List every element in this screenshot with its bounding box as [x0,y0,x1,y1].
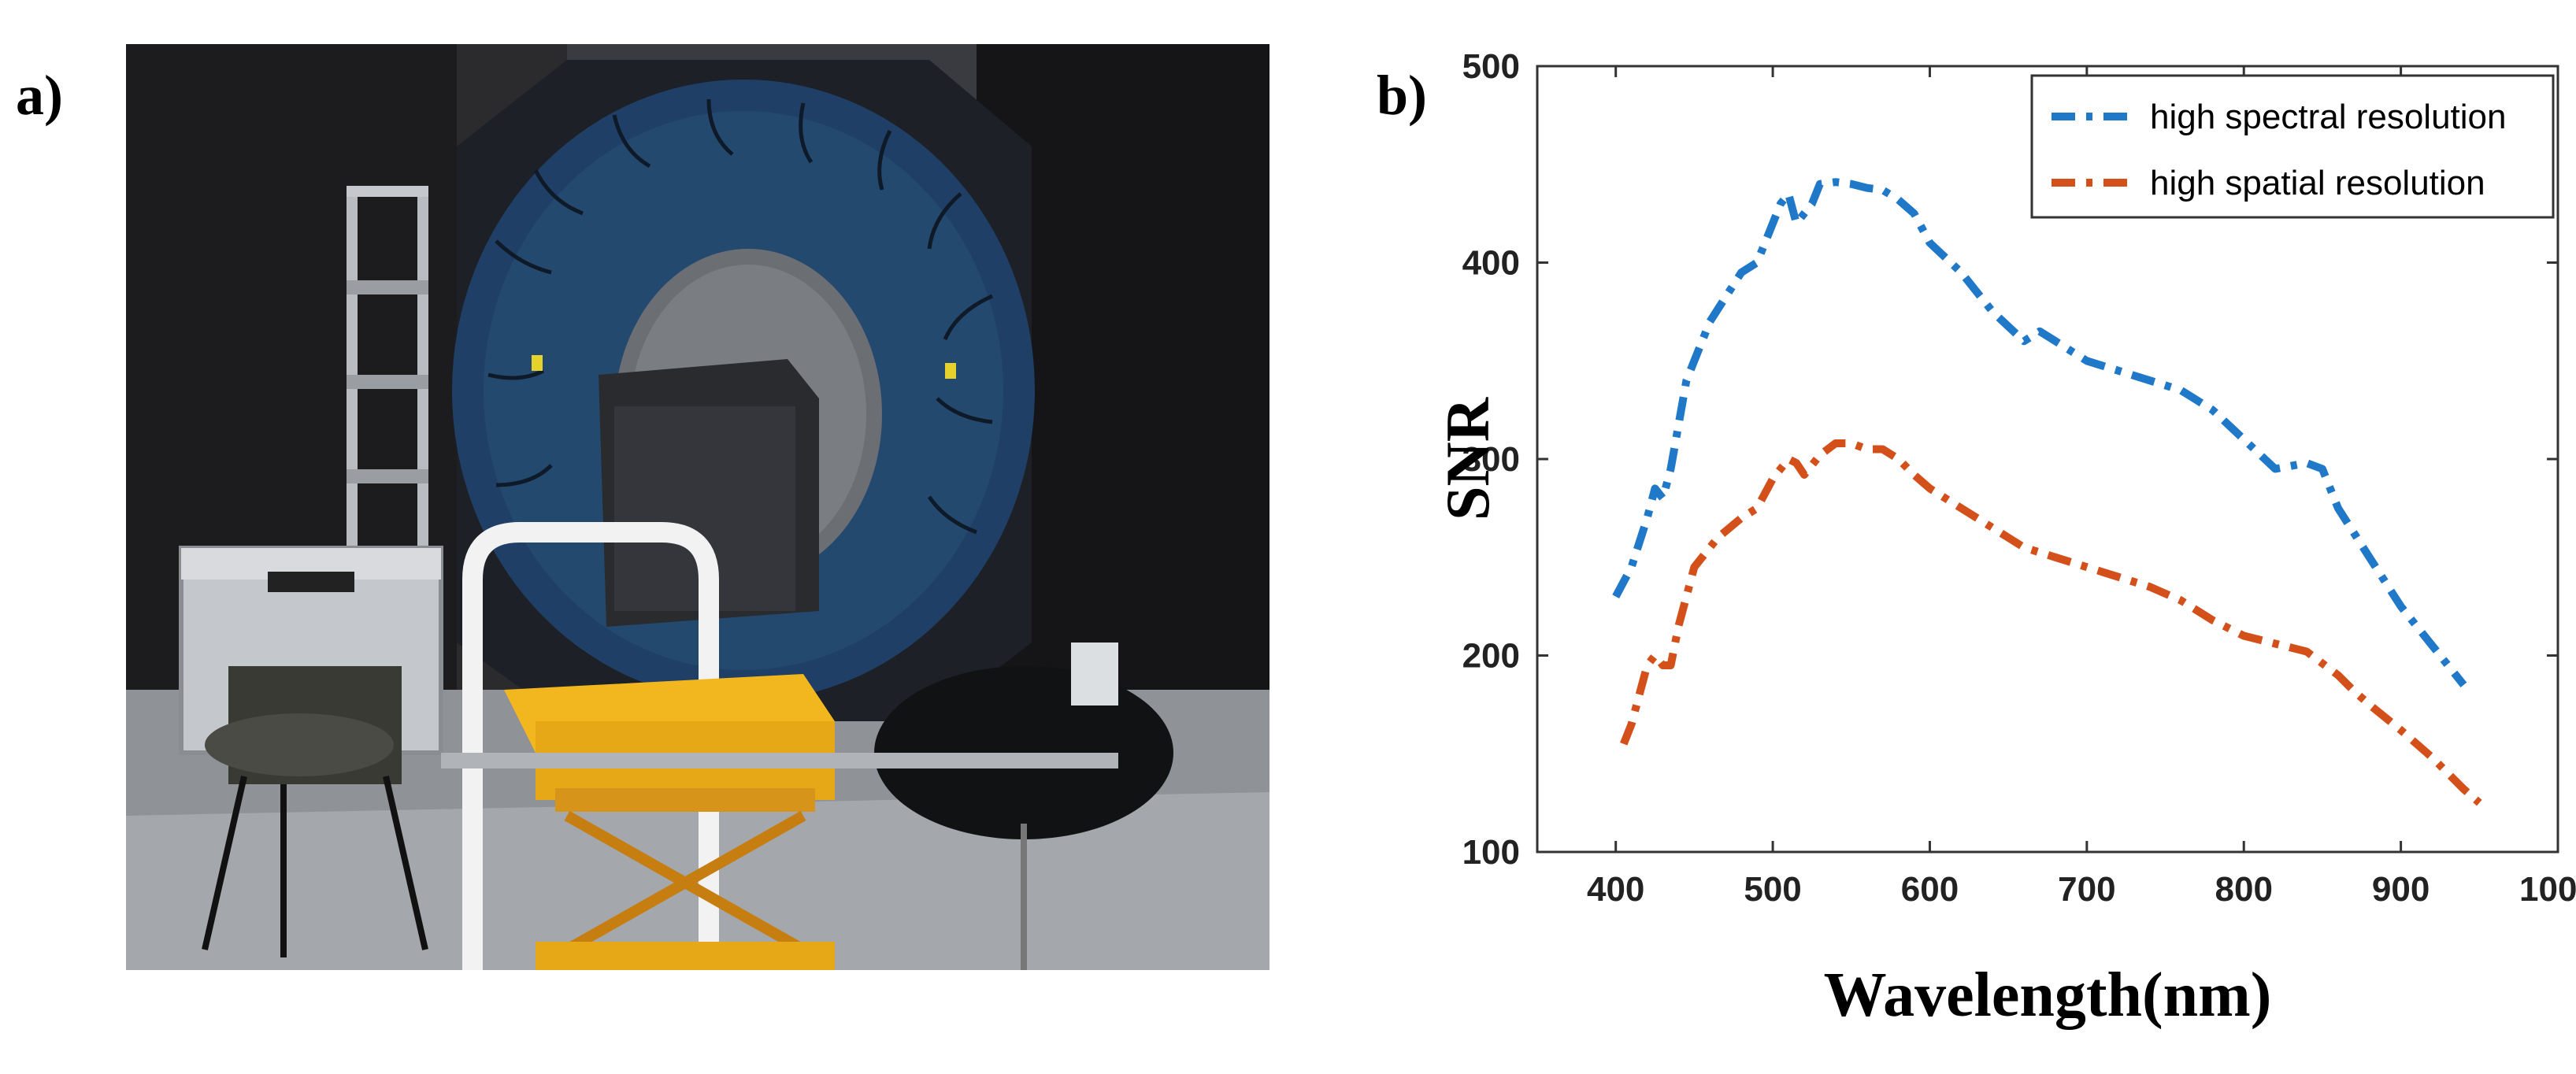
series-line-spatial [1620,439,2482,806]
panel-b-label: b) [1377,64,1428,127]
x-tick-label: 500 [1744,870,1801,909]
snr-chart: 100 200 300 400 500 400 500 600 700 800 900 1000 S… [1433,47,2576,1030]
panel-a-label: a) [16,64,63,127]
legend: high spectral resolution high spatial re… [2030,74,2555,219]
instrument-photo [126,44,1269,970]
y-tick-label: 100 [1462,833,1520,872]
x-tick-label: 800 [2215,870,2273,909]
legend-label-spatial: high spatial resolution [2150,164,2485,202]
x-tick-label: 600 [1901,870,1959,909]
y-axis-label: SNR [1433,396,1502,520]
x-tick-label: 900 [2372,870,2430,909]
y-tick-label: 500 [1462,47,1520,86]
legend-box [2030,74,2555,219]
series-line-spectral [1612,178,2467,688]
legend-label-spectral: high spectral resolution [2150,98,2506,136]
x-tick-label: 1000 [2519,870,2576,909]
y-tick-label: 400 [1462,244,1520,283]
x-tick-label: 400 [1587,870,1644,909]
y-tick-label: 300 [1462,440,1520,479]
x-axis-label: Wavelength(nm) [1824,961,2272,1030]
x-tick-label: 700 [2058,870,2115,909]
y-tick-label: 200 [1462,637,1520,676]
